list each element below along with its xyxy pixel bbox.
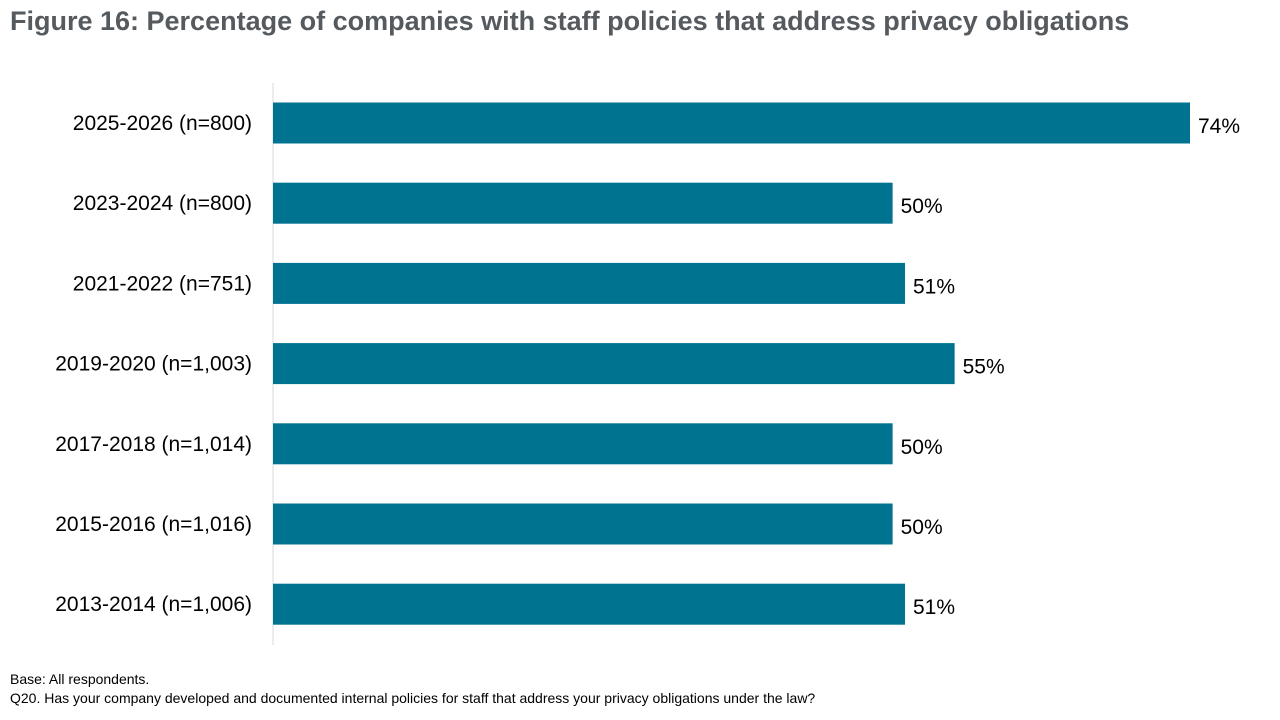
category-label: 2019-2020 (n=1,003) xyxy=(55,353,252,376)
category-label: 2015-2016 (n=1,016) xyxy=(55,513,252,536)
category-label: 2021-2022 (n=751) xyxy=(73,272,252,295)
category-label: 2017-2018 (n=1,014) xyxy=(55,433,252,456)
bar xyxy=(273,102,1190,144)
bar xyxy=(273,503,893,545)
category-label: 2023-2024 (n=800) xyxy=(73,192,252,215)
data-label: 55% xyxy=(963,356,1005,379)
bar xyxy=(273,423,893,465)
chart-title: Figure 16: Percentage of companies with … xyxy=(10,6,1130,36)
data-label: 51% xyxy=(913,275,955,298)
data-label: 50% xyxy=(901,436,943,459)
footnote-question: Q20. Has your company developed and docu… xyxy=(10,690,816,706)
footnote-base: Base: All respondents. xyxy=(10,671,150,687)
data-label: 74% xyxy=(1198,115,1240,138)
bar xyxy=(273,182,893,224)
bar xyxy=(273,262,905,304)
category-label: 2025-2026 (n=800) xyxy=(73,112,252,135)
category-label: 2013-2014 (n=1,006) xyxy=(55,593,252,616)
bar xyxy=(273,343,955,385)
data-label: 50% xyxy=(901,195,943,218)
data-label: 50% xyxy=(901,516,943,539)
bar xyxy=(273,583,905,625)
data-label: 51% xyxy=(913,596,955,619)
